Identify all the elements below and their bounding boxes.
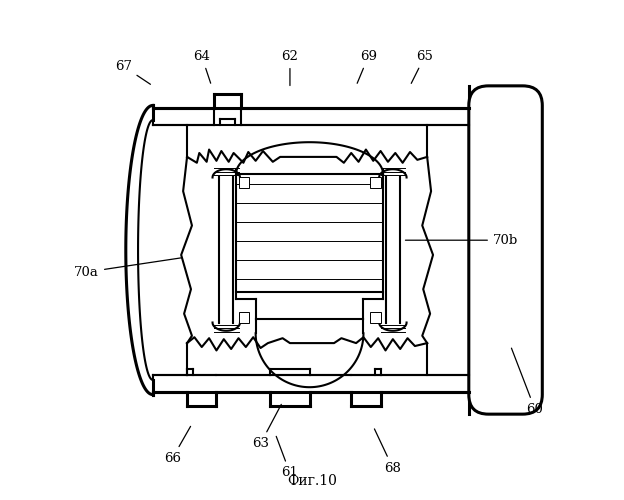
Text: 66: 66: [164, 426, 190, 465]
Text: 60: 60: [512, 348, 544, 416]
Bar: [238, 312, 249, 323]
Bar: [370, 312, 381, 323]
Text: 69: 69: [357, 50, 377, 84]
Text: 70b: 70b: [406, 234, 518, 246]
Bar: [238, 177, 249, 188]
Text: 68: 68: [374, 429, 401, 474]
Text: 70a: 70a: [74, 258, 182, 278]
Text: Фиг.10: Фиг.10: [287, 474, 337, 488]
Text: 61: 61: [276, 436, 298, 480]
Bar: [236, 174, 383, 292]
Text: 62: 62: [281, 50, 298, 86]
Text: 65: 65: [411, 50, 433, 84]
FancyBboxPatch shape: [469, 86, 542, 414]
Text: 63: 63: [252, 404, 281, 450]
Text: 64: 64: [193, 50, 211, 83]
Bar: [370, 177, 381, 188]
Text: 67: 67: [115, 60, 150, 84]
